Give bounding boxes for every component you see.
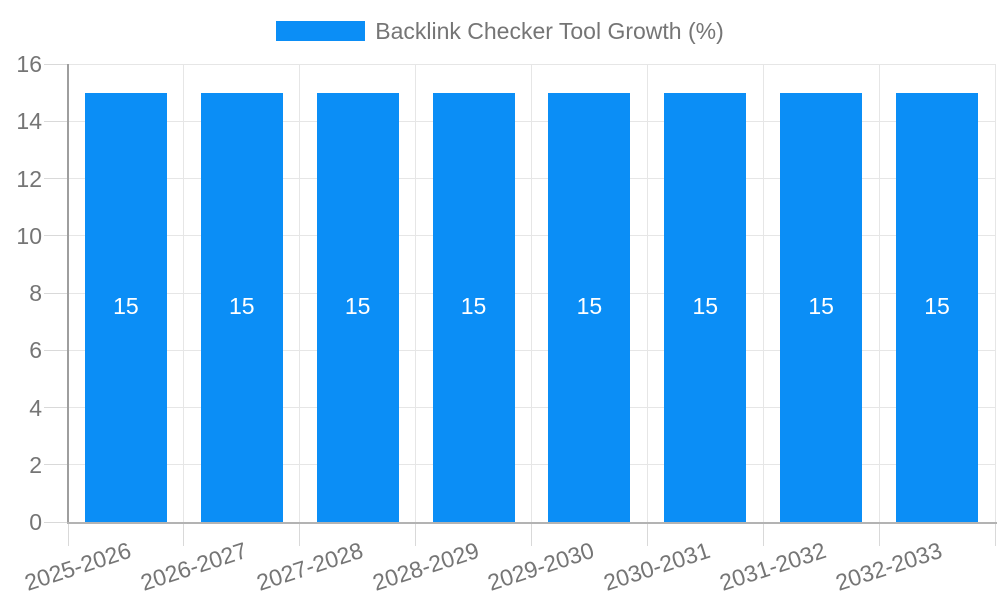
y-tick	[44, 178, 67, 179]
y-tick-label: 8	[29, 280, 42, 306]
legend[interactable]: Backlink Checker Tool Growth (%)	[0, 17, 1000, 45]
y-tick-label: 0	[29, 509, 42, 535]
bar[interactable]	[780, 92, 863, 522]
x-category-label: 2029-2030	[484, 537, 598, 596]
bar[interactable]	[432, 92, 515, 522]
v-gridline	[878, 64, 880, 522]
legend-label: Backlink Checker Tool Growth (%)	[375, 17, 724, 44]
v-gridline	[531, 64, 532, 522]
v-gridline	[646, 64, 648, 522]
bar-value-label: 15	[576, 293, 603, 320]
y-tick	[44, 521, 67, 523]
x-category-label: 2030-2031	[600, 537, 714, 596]
x-tick	[415, 522, 417, 546]
x-axis-labels: 2025-2026 2026-2027 2027-2028 2028-2029 2029…	[0, 537, 1000, 600]
x-tick	[67, 522, 69, 546]
x-tick	[531, 522, 532, 546]
x-category-label: 2026-2027	[137, 537, 250, 596]
y-tick-label: 12	[16, 165, 42, 192]
bar-value-label: 15	[344, 293, 371, 320]
x-tick	[878, 522, 880, 546]
y-tick	[44, 292, 67, 294]
v-gridline	[762, 64, 764, 522]
x-category-label: 2031-2032	[716, 537, 830, 596]
x-tick	[299, 522, 301, 546]
y-tick-label: 6	[29, 337, 42, 364]
y-tick-label: 4	[29, 394, 42, 421]
bar[interactable]	[896, 92, 979, 522]
bar-value-label: 15	[229, 293, 255, 320]
x-category-label: 2025-2026	[21, 537, 134, 596]
bar-value-label: 15	[460, 293, 487, 320]
y-tick-label: 16	[16, 51, 42, 77]
y-tick	[44, 464, 67, 466]
bar[interactable]	[664, 92, 747, 522]
y-tick	[44, 235, 67, 237]
y-tick	[44, 407, 67, 408]
bar[interactable]	[548, 92, 631, 522]
bar[interactable]	[316, 92, 399, 522]
v-gridline	[994, 64, 996, 522]
y-tick-label: 10	[16, 222, 42, 249]
bar[interactable]	[84, 92, 167, 522]
bar-value-label: 15	[808, 293, 834, 320]
x-tick	[994, 522, 996, 546]
x-category-label: 2027-2028	[253, 537, 366, 596]
legend-swatch	[276, 21, 366, 41]
y-tick	[44, 120, 67, 122]
bar-value-label: 15	[924, 293, 950, 320]
bar-value-label: 15	[113, 293, 139, 320]
x-category-label: 2032-2033	[832, 537, 946, 596]
bar[interactable]	[200, 92, 283, 522]
y-axis-line	[67, 64, 69, 522]
v-gridline	[183, 64, 185, 522]
x-tick	[762, 522, 764, 546]
y-axis-labels: 0 2 4 6 8 10 12 14 16	[0, 51, 42, 535]
y-tick	[44, 349, 67, 351]
y-tick	[44, 63, 67, 65]
y-tick-label: 14	[16, 108, 42, 135]
x-category-label: 2028-2029	[368, 537, 482, 596]
x-axis-baseline	[67, 522, 997, 524]
v-gridline	[299, 64, 301, 522]
v-gridline	[415, 64, 417, 522]
plot-area: 15 15 15 15 15 15 15 15	[44, 63, 997, 546]
x-tick	[646, 522, 648, 546]
x-tick	[183, 522, 185, 546]
y-tick-label: 2	[29, 451, 42, 478]
bar-value-label: 15	[692, 293, 719, 320]
